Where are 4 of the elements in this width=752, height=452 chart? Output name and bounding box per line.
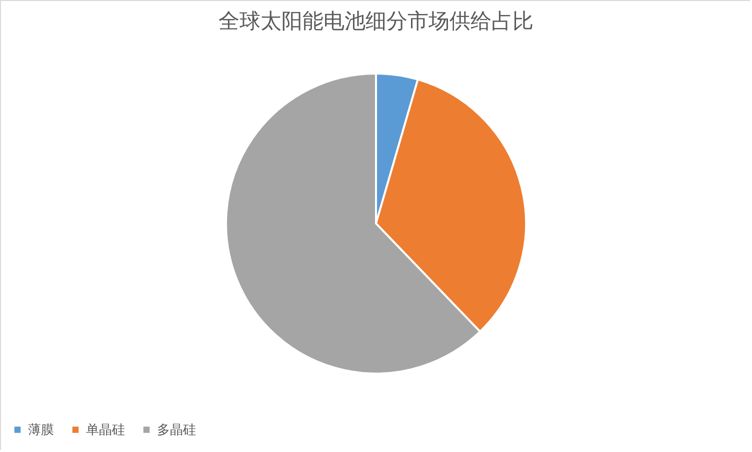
legend-label: 单晶硅: [86, 422, 125, 438]
chart-title: 全球太阳能电池细分市场供给占比: [218, 9, 534, 33]
legend-label: 薄膜: [28, 422, 54, 438]
legend-label: 多晶硅: [157, 422, 196, 438]
